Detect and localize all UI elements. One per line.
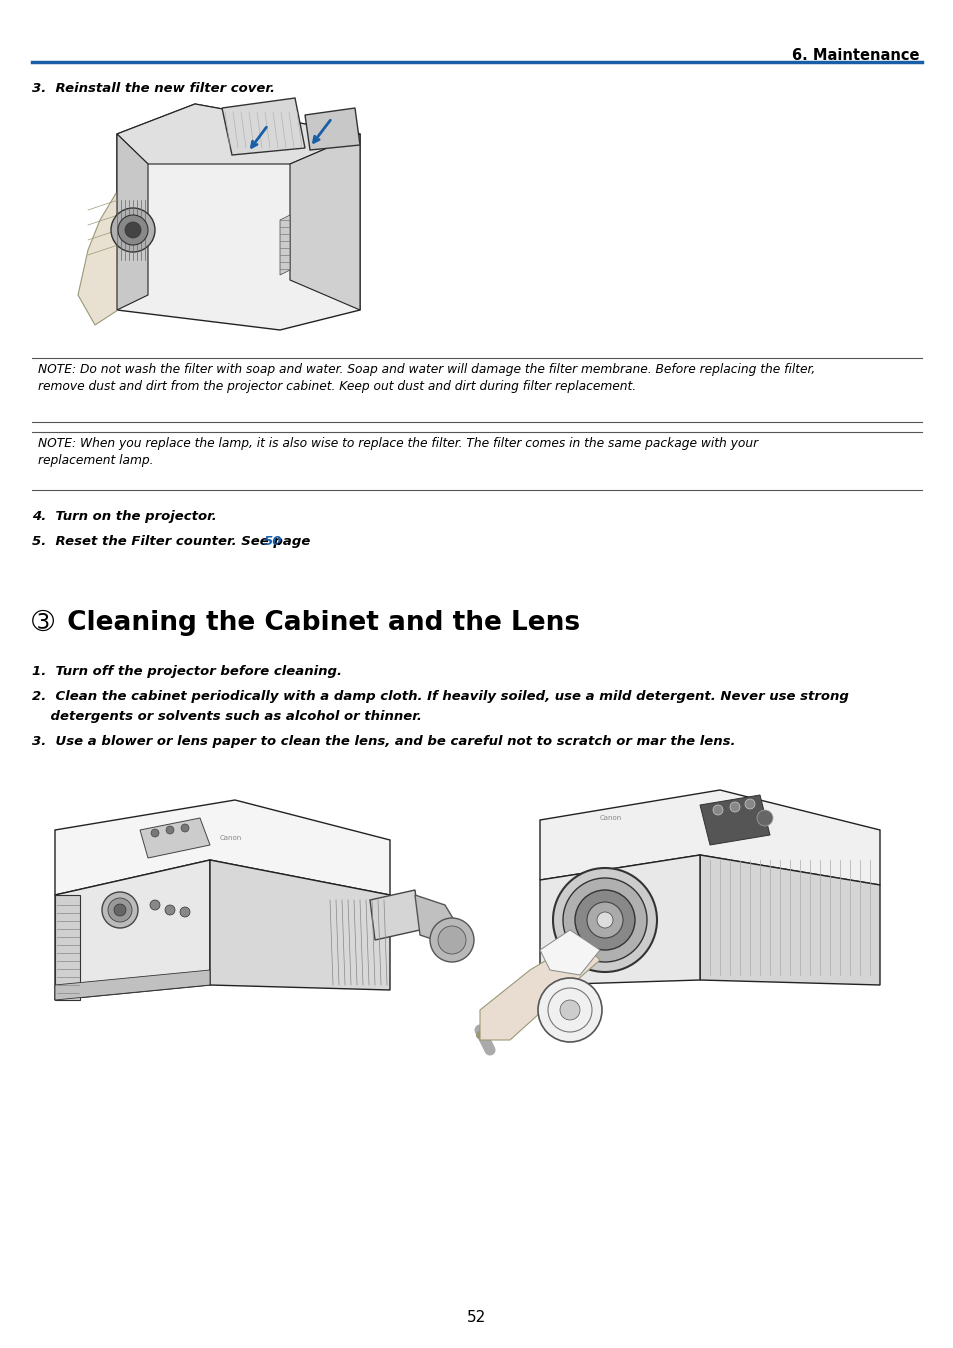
- Circle shape: [111, 208, 154, 252]
- Text: 5.  Reset the Filter counter. See page: 5. Reset the Filter counter. See page: [32, 535, 314, 549]
- Text: 50: 50: [264, 535, 282, 549]
- Text: ➂: ➂: [32, 611, 54, 636]
- Circle shape: [166, 826, 173, 834]
- Circle shape: [559, 1000, 579, 1020]
- Circle shape: [437, 926, 465, 954]
- Circle shape: [562, 878, 646, 962]
- Circle shape: [151, 829, 159, 837]
- Text: 6. Maintenance: 6. Maintenance: [792, 49, 919, 63]
- Text: NOTE: Do not wash the filter with soap and water. Soap and water will damage the: NOTE: Do not wash the filter with soap a…: [38, 363, 815, 376]
- Circle shape: [118, 214, 148, 245]
- Circle shape: [165, 905, 174, 915]
- Polygon shape: [55, 971, 210, 1000]
- Polygon shape: [280, 214, 290, 275]
- Circle shape: [586, 902, 622, 938]
- Text: replacement lamp.: replacement lamp.: [38, 454, 153, 466]
- Polygon shape: [55, 895, 80, 1000]
- Text: 4.  Turn on the projector.: 4. Turn on the projector.: [32, 510, 216, 523]
- Circle shape: [537, 979, 601, 1042]
- Circle shape: [125, 222, 141, 239]
- Polygon shape: [539, 790, 879, 886]
- Circle shape: [150, 900, 160, 910]
- Circle shape: [430, 918, 474, 962]
- Polygon shape: [415, 895, 459, 945]
- Polygon shape: [479, 940, 599, 1041]
- Polygon shape: [539, 930, 599, 975]
- Circle shape: [729, 802, 740, 811]
- Circle shape: [744, 799, 754, 809]
- Polygon shape: [140, 818, 210, 857]
- Circle shape: [181, 824, 189, 832]
- Polygon shape: [117, 133, 148, 310]
- Text: NOTE: When you replace the lamp, it is also wise to replace the filter. The filt: NOTE: When you replace the lamp, it is a…: [38, 437, 758, 450]
- Polygon shape: [210, 860, 390, 989]
- Circle shape: [113, 905, 126, 917]
- Polygon shape: [700, 855, 879, 985]
- Text: Canon: Canon: [220, 834, 242, 841]
- Polygon shape: [55, 860, 210, 1000]
- Circle shape: [180, 907, 190, 917]
- Polygon shape: [55, 799, 390, 895]
- Polygon shape: [290, 133, 359, 310]
- Polygon shape: [117, 104, 359, 330]
- Text: 52: 52: [467, 1310, 486, 1325]
- Text: Canon: Canon: [599, 816, 621, 821]
- Polygon shape: [222, 98, 305, 155]
- Polygon shape: [700, 795, 769, 845]
- Polygon shape: [539, 855, 700, 985]
- Polygon shape: [117, 104, 359, 164]
- Text: 1.  Turn off the projector before cleaning.: 1. Turn off the projector before cleanin…: [32, 665, 341, 678]
- Circle shape: [575, 890, 635, 950]
- Text: 2.  Clean the cabinet periodically with a damp cloth. If heavily soiled, use a m: 2. Clean the cabinet periodically with a…: [32, 690, 848, 704]
- Polygon shape: [305, 108, 359, 150]
- Text: Cleaning the Cabinet and the Lens: Cleaning the Cabinet and the Lens: [58, 611, 579, 636]
- Text: remove dust and dirt from the projector cabinet. Keep out dust and dirt during f: remove dust and dirt from the projector …: [38, 380, 636, 394]
- Circle shape: [712, 805, 722, 816]
- Circle shape: [553, 868, 657, 972]
- Circle shape: [757, 810, 772, 826]
- Text: 3.  Reinstall the new filter cover.: 3. Reinstall the new filter cover.: [32, 82, 274, 94]
- Polygon shape: [370, 890, 419, 940]
- Circle shape: [597, 913, 613, 927]
- Text: .: .: [275, 535, 280, 549]
- Text: detergents or solvents such as alcohol or thinner.: detergents or solvents such as alcohol o…: [32, 710, 421, 723]
- Polygon shape: [78, 190, 118, 325]
- Circle shape: [102, 892, 138, 927]
- Text: 3.  Use a blower or lens paper to clean the lens, and be careful not to scratch : 3. Use a blower or lens paper to clean t…: [32, 735, 735, 748]
- Circle shape: [108, 898, 132, 922]
